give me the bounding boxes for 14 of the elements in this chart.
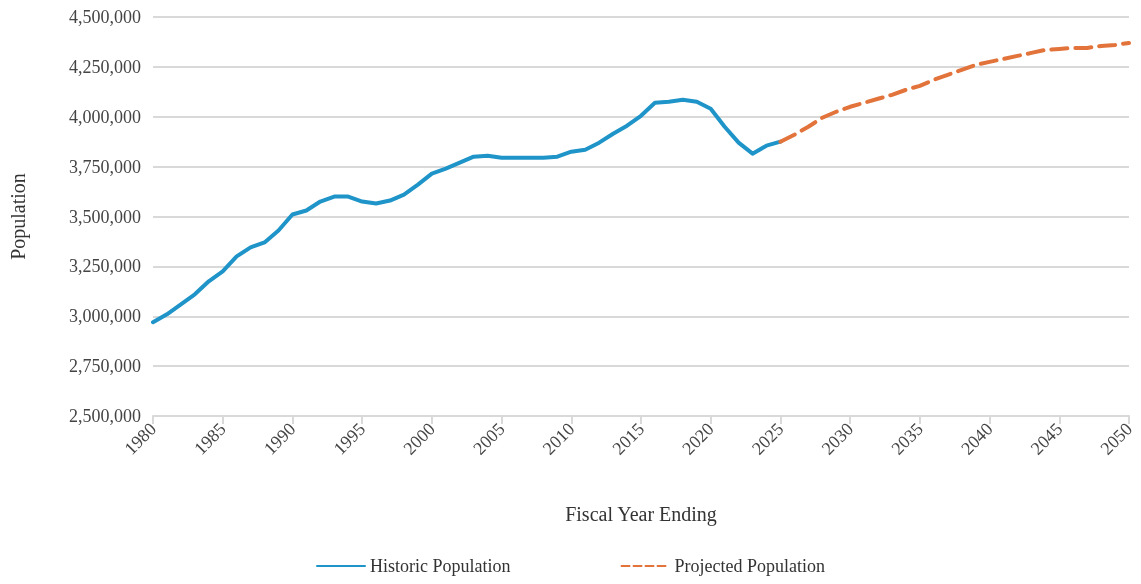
y-axis-title: Population	[7, 173, 30, 260]
y-tick-label: 3,750,000	[69, 156, 141, 177]
legend-label: Historic Population	[370, 556, 511, 576]
legend-label: Projected Population	[674, 556, 825, 576]
y-tick-label: 2,750,000	[69, 356, 141, 377]
y-tick-label: 4,000,000	[69, 106, 141, 127]
y-tick-label: 3,250,000	[69, 256, 141, 277]
y-tick-label: 4,250,000	[69, 56, 141, 77]
y-tick-label: 2,500,000	[69, 406, 141, 426]
y-tick-label: 3,500,000	[69, 206, 141, 227]
x-axis-title: Fiscal Year Ending	[565, 503, 717, 526]
line-series	[778, 40, 1131, 144]
y-tick-label: 4,500,000	[69, 7, 141, 27]
y-tick-label: 3,000,000	[69, 306, 141, 327]
